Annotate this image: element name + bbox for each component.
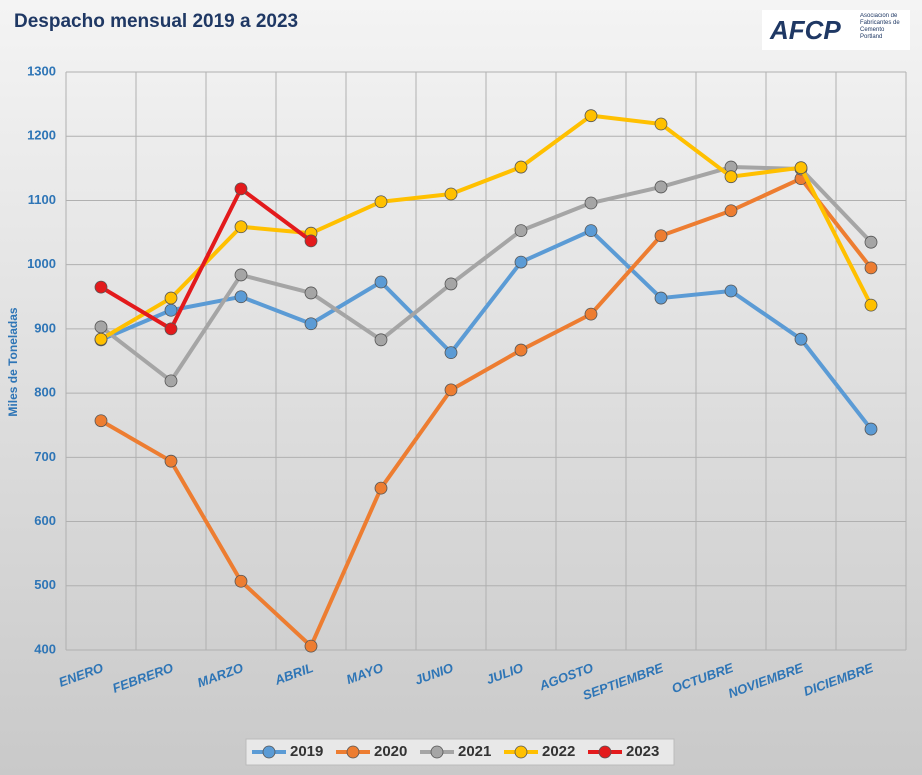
chart-title: Despacho mensual 2019 a 2023 (14, 11, 298, 32)
data-point (234, 574, 248, 588)
data-point (794, 332, 808, 346)
data-point (444, 383, 458, 397)
data-point (654, 291, 668, 305)
data-point (164, 374, 178, 388)
data-point (94, 332, 108, 346)
series-line (99, 165, 873, 383)
data-point (304, 317, 318, 331)
data-point (444, 346, 458, 360)
logo: AFCP (769, 15, 841, 45)
legend-marker (598, 745, 612, 759)
data-point (164, 291, 178, 305)
y-tick-label: 1300 (27, 63, 56, 78)
series-line (99, 113, 873, 341)
data-point (234, 290, 248, 304)
legend-marker (346, 745, 360, 759)
logo-subtitle-box: Asociación de Fabricantes de Cemento Por… (860, 13, 900, 40)
data-point (374, 195, 388, 209)
series-line (99, 176, 873, 649)
legend-label: 2020 (374, 743, 407, 760)
y-tick-label: 700 (34, 449, 56, 464)
data-point (234, 182, 248, 196)
y-tick-label: 1000 (27, 256, 56, 271)
y-tick-label: 800 (34, 385, 56, 400)
data-point (164, 454, 178, 468)
legend-marker (430, 745, 444, 759)
data-point (724, 204, 738, 218)
data-point (724, 170, 738, 184)
data-point (864, 422, 878, 436)
y-tick-label: 1200 (27, 128, 56, 143)
data-point (444, 277, 458, 291)
data-point (164, 303, 178, 317)
data-point (374, 275, 388, 289)
legend-label: 2021 (458, 743, 491, 760)
data-point (584, 109, 598, 123)
logo-subtitle: Asociación de Fabricantes de Cemento Por… (860, 13, 900, 40)
data-point (864, 298, 878, 312)
data-point (514, 160, 528, 174)
data-point (654, 229, 668, 243)
data-point (234, 268, 248, 282)
data-point (724, 284, 738, 298)
y-tick-label: 1100 (28, 192, 56, 207)
data-point (304, 286, 318, 300)
data-point (584, 224, 598, 238)
y-tick-label: 900 (34, 320, 56, 335)
legend-marker (262, 745, 276, 759)
data-point (514, 343, 528, 357)
legend-label: 2019 (290, 743, 323, 760)
data-point (374, 481, 388, 495)
data-point (164, 322, 178, 336)
series-line (100, 228, 873, 431)
data-point (654, 117, 668, 131)
data-point (864, 235, 878, 249)
data-point (234, 220, 248, 234)
legend-label: 2022 (542, 743, 575, 760)
data-point (444, 187, 458, 201)
data-point (374, 333, 388, 347)
legend-marker (514, 745, 528, 759)
data-point (654, 180, 668, 194)
data-point (304, 639, 318, 653)
data-point (584, 196, 598, 210)
data-point (94, 280, 108, 294)
logo-box (762, 10, 910, 50)
data-point (514, 255, 528, 269)
data-point (94, 320, 108, 334)
data-point (304, 234, 318, 248)
legend-label: 2023 (626, 743, 659, 760)
data-point (864, 261, 878, 275)
data-point (584, 307, 598, 321)
series-line (99, 186, 313, 331)
y-tick-label: 400 (34, 641, 56, 656)
data-point (94, 414, 108, 428)
y-tick-label: 600 (34, 513, 56, 528)
y-tick-label: 500 (34, 577, 56, 592)
data-point (794, 161, 808, 175)
y-axis-label: Miles de Toneladas (6, 307, 20, 416)
data-point (514, 224, 528, 238)
